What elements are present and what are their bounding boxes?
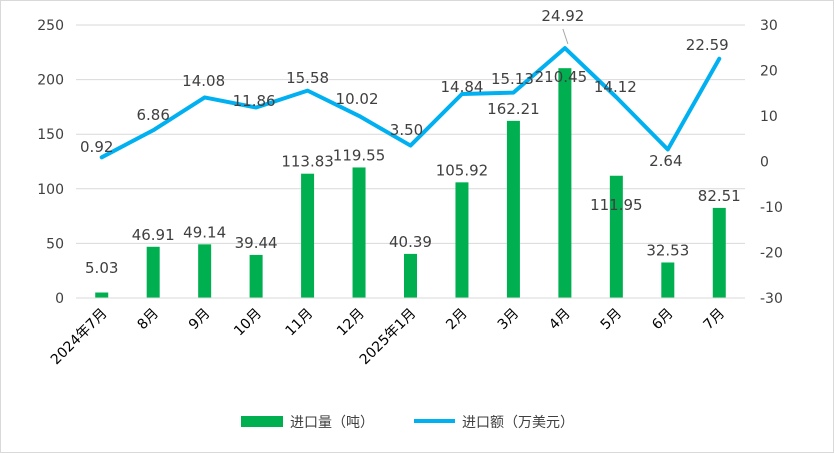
y-left-tick-label: 100 bbox=[37, 182, 64, 198]
line-data-label: 24.92 bbox=[541, 7, 584, 25]
bar-data-label: 82.51 bbox=[698, 187, 741, 205]
y-right-tick-label: -20 bbox=[760, 246, 783, 262]
bar-data-label: 46.91 bbox=[132, 226, 175, 244]
bar bbox=[506, 120, 520, 299]
bar-data-label: 113.83 bbox=[281, 153, 334, 171]
x-tick-label: 4月 bbox=[546, 306, 574, 334]
legend: 进口量（吨） 进口额（万美元） bbox=[241, 415, 574, 431]
line-data-label: 15.58 bbox=[286, 69, 329, 87]
line-data-label: 15.13 bbox=[491, 70, 534, 88]
line-series bbox=[99, 46, 722, 160]
bar-series bbox=[95, 68, 726, 299]
leader-line bbox=[562, 28, 569, 45]
y-left-tick-label: 0 bbox=[55, 291, 64, 307]
bar bbox=[301, 173, 315, 298]
y-left-tick-label: 250 bbox=[37, 18, 64, 34]
legend-swatch-bar bbox=[241, 416, 283, 427]
bar bbox=[455, 182, 469, 298]
bar-data-label: 40.39 bbox=[389, 233, 432, 251]
y-left-tick-label: 50 bbox=[46, 236, 64, 252]
bar bbox=[712, 207, 726, 298]
bar bbox=[95, 292, 109, 298]
bar-data-label: 5.03 bbox=[85, 259, 118, 277]
line-data-label: 0.92 bbox=[80, 138, 113, 156]
bar bbox=[249, 254, 263, 298]
line-data-label: 2.64 bbox=[649, 152, 682, 170]
y-axis-left: 0 50 100 150 200 250 bbox=[37, 18, 64, 307]
bar-data-label: 210.45 bbox=[535, 68, 588, 86]
bar bbox=[404, 253, 417, 298]
x-tick-label: 7月 bbox=[701, 306, 729, 334]
y-left-tick-label: 200 bbox=[37, 73, 64, 89]
x-tick-label: 2025年1月 bbox=[357, 306, 420, 369]
y-right-tick-label: 0 bbox=[760, 155, 769, 171]
line-data-label: 14.12 bbox=[594, 78, 637, 96]
bar-data-label: 119.55 bbox=[333, 146, 386, 164]
y-right-tick-label: -10 bbox=[760, 200, 783, 216]
legend-label-bar: 进口量（吨） bbox=[290, 415, 374, 431]
bar bbox=[146, 246, 160, 298]
line-data-label: 3.50 bbox=[390, 121, 423, 139]
line-path bbox=[99, 46, 722, 160]
line-data-label: 14.08 bbox=[182, 72, 225, 90]
x-tick-label: 9月 bbox=[186, 306, 214, 334]
line-data-label: 14.84 bbox=[440, 78, 483, 96]
x-tick-label: 5月 bbox=[598, 306, 626, 334]
line-data-label: 22.59 bbox=[686, 36, 729, 54]
bar bbox=[558, 68, 572, 298]
bar bbox=[352, 167, 366, 298]
y-right-tick-label: 30 bbox=[760, 18, 778, 34]
x-tick-label: 11月 bbox=[283, 306, 317, 340]
bar-data-label: 32.53 bbox=[646, 241, 689, 259]
y-right-tick-label: 10 bbox=[760, 109, 778, 125]
x-tick-label: 3月 bbox=[495, 306, 523, 334]
bar-data-label: 49.14 bbox=[183, 223, 226, 241]
line-data-label: 6.86 bbox=[136, 106, 169, 124]
y-right-tick-label: 20 bbox=[760, 64, 778, 80]
bar bbox=[609, 175, 623, 298]
line-data-label: 10.02 bbox=[336, 90, 379, 108]
bar bbox=[661, 262, 675, 298]
legend-label-line: 进口额（万美元） bbox=[462, 415, 574, 431]
bar-data-label: 162.21 bbox=[487, 100, 540, 118]
bar-data-label: 111.95 bbox=[590, 196, 643, 214]
x-tick-label: 6月 bbox=[649, 306, 677, 334]
x-tick-label: 2月 bbox=[443, 306, 471, 334]
x-tick-label: 2024年7月 bbox=[48, 306, 111, 369]
bar-data-label: 39.44 bbox=[235, 234, 278, 252]
x-tick-label: 10月 bbox=[231, 306, 265, 340]
x-tick-label: 12月 bbox=[334, 306, 368, 340]
bar-data-label: 105.92 bbox=[436, 161, 489, 179]
y-left-tick-label: 150 bbox=[37, 127, 64, 143]
x-tick-label: 8月 bbox=[134, 306, 162, 334]
line-data-label: 11.86 bbox=[233, 92, 276, 110]
bar bbox=[198, 244, 212, 298]
line-data-labels: 0.92 6.86 14.08 11.86 15.58 10.02 3.50 14.84 15.… bbox=[80, 7, 729, 170]
y-right-tick-label: -30 bbox=[760, 291, 783, 307]
y-axis-right: -30 -20 -10 0 10 20 30 bbox=[760, 18, 783, 307]
